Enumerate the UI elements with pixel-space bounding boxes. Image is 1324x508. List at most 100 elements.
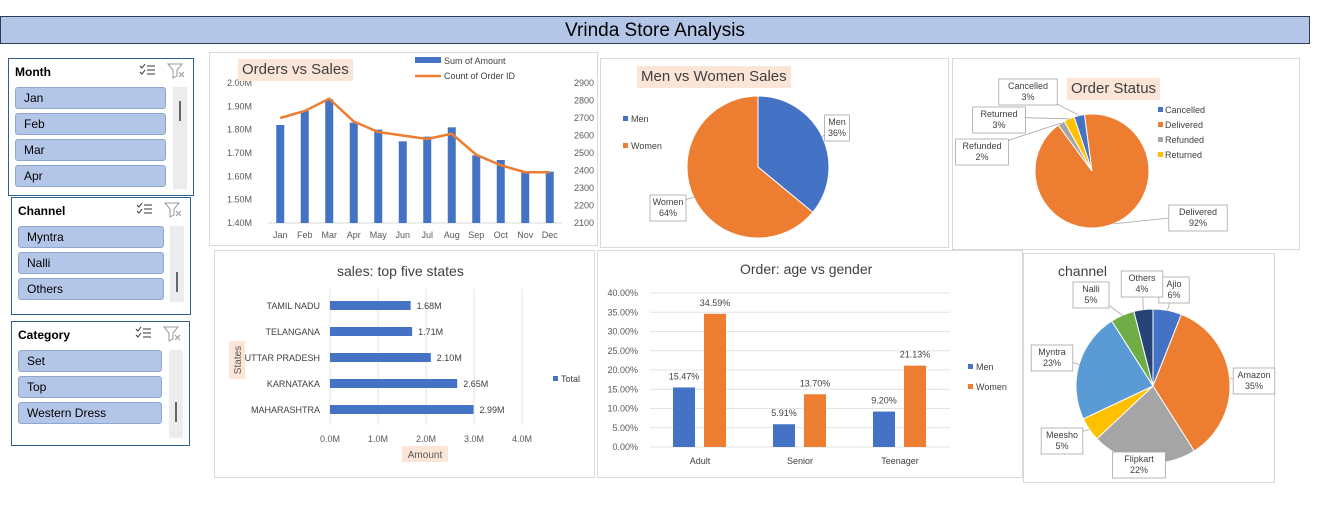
- slicer-item[interactable]: Others: [18, 278, 164, 300]
- y-tick-label: 20.00%: [607, 365, 638, 375]
- pie-slice-returned: [1063, 116, 1093, 172]
- chart-order-status[interactable]: Cancelled 3% Delivered 92% Refunded 2% Returne…: [952, 58, 1300, 250]
- slicer-item[interactable]: Nalli: [18, 252, 164, 274]
- x-tick-label: Apr: [347, 230, 361, 240]
- slicer-month-title: Month: [15, 65, 51, 79]
- slicer-category-title: Category: [18, 328, 71, 342]
- slicer-category[interactable]: Category Set Top Western Dress: [11, 321, 190, 446]
- x-tick-label: Mar: [322, 230, 338, 240]
- multi-select-icon[interactable]: [139, 63, 155, 79]
- slicer-item[interactable]: Mar: [15, 139, 166, 161]
- age-vs-gender-svg: 0.00% 5.00% 10.00% 15.00% 20.00% 25.00% 30.00%…: [607, 288, 1007, 466]
- slicer-channel[interactable]: Channel Myntra Nalli Others: [11, 197, 191, 315]
- data-label: Delivered 92%: [1179, 207, 1217, 228]
- multi-select-icon[interactable]: [136, 202, 152, 218]
- x-tick-label: Jul: [421, 230, 433, 240]
- legend-swatch: [623, 143, 628, 148]
- chart-men-vs-women-sales[interactable]: Men 36% Women 64% Men Women Men vs Women Sale…: [600, 58, 949, 248]
- legend-label: Women: [631, 141, 662, 151]
- chart-title: channel: [1058, 263, 1108, 279]
- slicer-item[interactable]: Set: [18, 350, 162, 372]
- scroll-thumb[interactable]: [176, 272, 178, 292]
- scroll-thumb[interactable]: [175, 402, 177, 422]
- clear-filter-icon[interactable]: [163, 326, 181, 342]
- data-label-box: [1030, 344, 1074, 372]
- bar-state: [330, 379, 458, 388]
- x-axis-title-bg: [402, 446, 448, 462]
- left-axis-tick: 1.40M: [227, 218, 252, 228]
- y-tick-label: 15.00%: [607, 384, 638, 394]
- y-axis-title: States: [233, 346, 244, 374]
- chart-age-vs-gender[interactable]: 0.00% 5.00% 10.00% 15.00% 20.00% 25.00% 30.00%…: [597, 250, 1023, 478]
- chart-title: sales: top five states: [337, 263, 464, 279]
- chart-title: Men vs Women Sales: [637, 66, 791, 88]
- bar-state: [330, 353, 431, 362]
- data-label-box: [649, 194, 687, 222]
- chart-channel[interactable]: Ajio 6% Amazon 35% Flipkart 22% Meesho 5% Myntra…: [1023, 253, 1276, 483]
- chart-title: Orders vs Sales: [238, 59, 353, 81]
- right-axis-tick: 2800: [574, 96, 594, 106]
- clear-filter-icon[interactable]: [164, 202, 182, 218]
- multi-select-icon[interactable]: [135, 326, 151, 342]
- legend-label: Sum of Amount: [444, 56, 506, 66]
- y-tick-label: 30.00%: [607, 327, 638, 337]
- slicer-item[interactable]: Myntra: [18, 226, 164, 248]
- legend-label: Men: [976, 362, 994, 372]
- data-label: 15.47%: [669, 371, 700, 381]
- chart-orders-vs-sales[interactable]: 1.40M 1.50M 1.60M 1.70M 1.80M 1.90M 2.00M 2100 2…: [209, 52, 598, 246]
- slicer-item[interactable]: Apr: [15, 165, 166, 187]
- bar-sum-of-amount: [398, 141, 407, 223]
- pie-slice-men: [757, 95, 830, 213]
- data-label: Ajio 6%: [1166, 279, 1181, 300]
- data-label: Women 64%: [653, 197, 684, 218]
- bar-men: [673, 387, 695, 447]
- bar-women: [704, 313, 726, 447]
- data-label-box: [1112, 451, 1166, 479]
- legend-label: Total: [561, 374, 580, 384]
- slicer-scrollbar[interactable]: [170, 226, 184, 302]
- left-axis-tick: 1.90M: [227, 101, 252, 111]
- clear-filter-icon[interactable]: [167, 63, 185, 79]
- legend-label: Delivered: [1165, 120, 1203, 130]
- y-tick-label: TELANGANA: [265, 327, 320, 337]
- orders-vs-sales-svg: 1.40M 1.50M 1.60M 1.70M 1.80M 1.90M 2.00M 2100 2…: [227, 56, 594, 240]
- chart-title: Order Status: [1067, 78, 1161, 100]
- y-tick-label: KARNATAKA: [267, 379, 320, 389]
- y-tick-label: TAMIL NADU: [266, 301, 320, 311]
- x-axis-title: Amount: [408, 450, 443, 461]
- slicer-item[interactable]: Feb: [15, 113, 166, 135]
- y-tick-label: 5.00%: [612, 423, 638, 433]
- x-tick-label: Aug: [444, 230, 460, 240]
- slicer-item[interactable]: Top: [18, 376, 162, 398]
- bar-sum-of-amount: [300, 111, 309, 223]
- men-vs-women-svg: Men 36% Women 64% Men Women: [623, 95, 850, 239]
- legend-swatch: [623, 116, 628, 121]
- bar-sum-of-amount: [349, 122, 358, 223]
- y-tick-label: 40.00%: [607, 288, 638, 298]
- legend-swatch: [1158, 152, 1163, 157]
- y-tick-label: 10.00%: [607, 404, 638, 414]
- legend-label: Women: [976, 382, 1007, 392]
- data-label: 1.71M: [418, 327, 443, 337]
- pie-slice-women: [686, 95, 814, 239]
- data-label: Cancelled 3%: [1008, 81, 1048, 102]
- slicer-scrollbar[interactable]: [169, 350, 183, 438]
- x-tick-label: Nov: [517, 230, 534, 240]
- bar-men: [773, 424, 795, 447]
- x-tick-label: 4.0M: [512, 434, 532, 444]
- bar-sum-of-amount: [472, 155, 481, 223]
- x-tick-label: 2.0M: [416, 434, 436, 444]
- slicer-item[interactable]: Western Dress: [18, 402, 162, 424]
- x-tick-label: May: [370, 230, 388, 240]
- slicer-item[interactable]: Jan: [15, 87, 166, 109]
- right-axis-tick: 2100: [574, 218, 594, 228]
- bar-state: [330, 301, 411, 310]
- chart-top-five-states[interactable]: 0.0M 1.0M 2.0M 3.0M 4.0M TAMIL NADU 1.68M TELAN…: [214, 250, 595, 478]
- bar-sum-of-amount: [423, 136, 432, 223]
- scroll-thumb[interactable]: [179, 101, 181, 121]
- slicer-scrollbar[interactable]: [173, 87, 187, 189]
- data-label: Meesho 5%: [1046, 430, 1078, 451]
- bar-sum-of-amount: [325, 99, 334, 223]
- slicer-month[interactable]: Month Jan Feb Mar Apr: [8, 58, 194, 196]
- bar-women: [904, 365, 926, 447]
